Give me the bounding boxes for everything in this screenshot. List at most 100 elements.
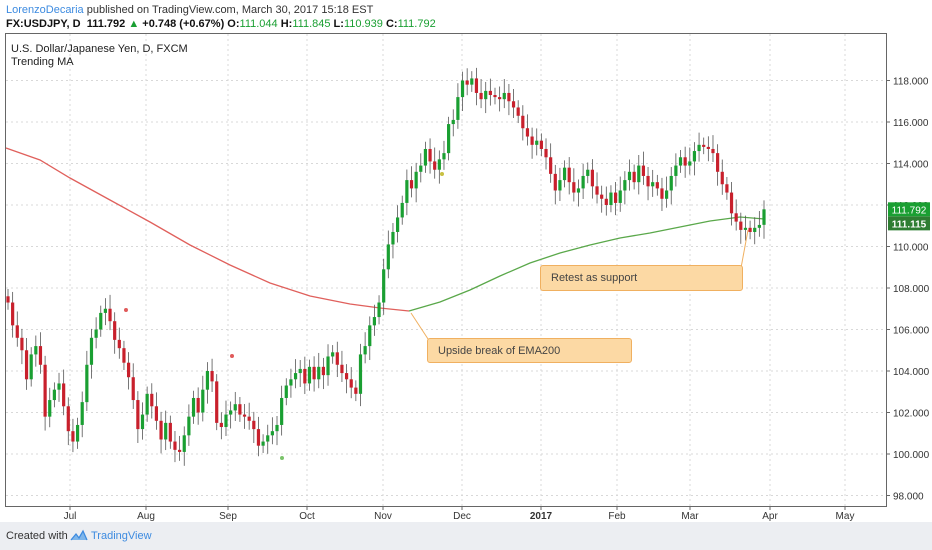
candle-body — [423, 148, 428, 166]
candle-body — [349, 379, 353, 388]
candle-body — [307, 366, 312, 384]
candle-body — [131, 377, 135, 401]
candle-body — [233, 404, 237, 411]
x-tick-label: 2017 — [530, 511, 553, 522]
candle-body — [57, 383, 61, 390]
candle-body — [484, 90, 488, 100]
candle-body — [164, 422, 168, 440]
candle-body — [437, 159, 441, 170]
candle-body — [242, 414, 247, 417]
candle-body — [122, 348, 126, 363]
callout-pointer-ema-break — [410, 312, 431, 343]
x-tick-label: Feb — [608, 511, 626, 522]
candle-body — [20, 337, 24, 351]
candle-body — [266, 435, 270, 442]
candle-body — [525, 128, 530, 137]
candle-body — [326, 356, 330, 376]
author-link[interactable]: LorenzoDecaria — [6, 4, 84, 16]
x-tick-label: Jul — [64, 511, 77, 522]
candle-body — [507, 92, 511, 102]
close-label: C: — [385, 18, 398, 30]
x-tick-label: Nov — [374, 511, 392, 522]
candle-body — [34, 346, 38, 355]
tradingview-link[interactable]: TradingView — [91, 530, 152, 542]
candle-body — [479, 92, 483, 100]
candle-body — [344, 373, 349, 380]
candle-body — [62, 383, 66, 407]
candle-body — [637, 165, 641, 183]
candle-body — [312, 366, 316, 380]
candle-body — [678, 157, 683, 166]
candle-body — [753, 227, 757, 232]
candle-body — [729, 192, 734, 214]
candle-body — [405, 180, 409, 203]
candle-body — [182, 435, 186, 452]
candle-body — [716, 153, 720, 172]
pivot-high-dot — [230, 354, 234, 358]
x-tick-label: Sep — [219, 511, 237, 522]
candle-body — [256, 429, 261, 446]
candle-body — [609, 192, 613, 205]
ema-price-marker — [888, 216, 930, 231]
candle-body — [187, 416, 191, 436]
candle-body — [80, 402, 84, 425]
y-tick-label: 108.000 — [893, 284, 930, 295]
candle-body — [511, 101, 516, 108]
candle-body — [586, 169, 590, 176]
candle-body — [604, 198, 608, 205]
price-change: +0.748 (+0.67%) — [142, 18, 225, 30]
y-tick-label: 104.000 — [893, 367, 930, 378]
candle-body — [52, 389, 56, 401]
candle-body — [29, 354, 33, 380]
candle-body — [66, 406, 70, 432]
candle-body — [331, 352, 335, 357]
candle-body — [395, 217, 400, 232]
candle-body — [94, 329, 98, 338]
candle-body — [400, 202, 404, 218]
candle-body — [530, 136, 534, 145]
high-label: H: — [280, 18, 293, 30]
candle-body — [247, 416, 251, 421]
chart-frame[interactable] — [5, 33, 887, 507]
candle-body — [71, 431, 75, 442]
candle-body — [498, 97, 502, 100]
candle-body — [205, 371, 210, 390]
candle-body — [354, 387, 358, 394]
candle-body — [140, 414, 145, 430]
candle-body — [456, 97, 460, 120]
candle-body — [544, 148, 548, 158]
candle-body — [386, 244, 390, 270]
open-value: 111.044 — [239, 18, 278, 30]
candle-body — [391, 231, 395, 245]
candle-body — [553, 173, 557, 191]
candle-body — [126, 362, 131, 378]
candle-body — [252, 420, 256, 430]
candle-body — [549, 157, 553, 174]
candle-body — [627, 171, 632, 181]
x-tick-label: Aug — [137, 511, 155, 522]
candle-body — [289, 379, 293, 386]
candle-body — [720, 171, 724, 185]
ema200-line-above — [408, 216, 766, 312]
candle-body — [368, 325, 372, 347]
candle-body — [683, 157, 687, 166]
candle-body — [196, 397, 200, 413]
candle-body — [6, 296, 10, 303]
candle-body — [321, 366, 325, 376]
candle-body — [562, 167, 567, 181]
candle-body — [11, 302, 15, 326]
candle-body — [48, 400, 52, 417]
open-label: O: — [227, 18, 240, 30]
candle-body — [284, 385, 288, 398]
candle-body — [734, 213, 738, 222]
candle-body — [692, 151, 697, 162]
candle-body — [270, 431, 274, 436]
candle-body — [224, 414, 228, 428]
candle-body — [447, 124, 451, 154]
candle-body — [539, 140, 543, 149]
chart-canvas[interactable]: 98.000 100.000 102.000 104.000 106.000 108.00… — [0, 0, 932, 522]
candle-body — [229, 410, 233, 415]
candle-body — [442, 153, 446, 160]
candle-body — [460, 80, 465, 98]
ohlc-line: FX:USDJPY, D 111.792 ▲ +0.748 (+0.67%) O… — [6, 18, 436, 30]
